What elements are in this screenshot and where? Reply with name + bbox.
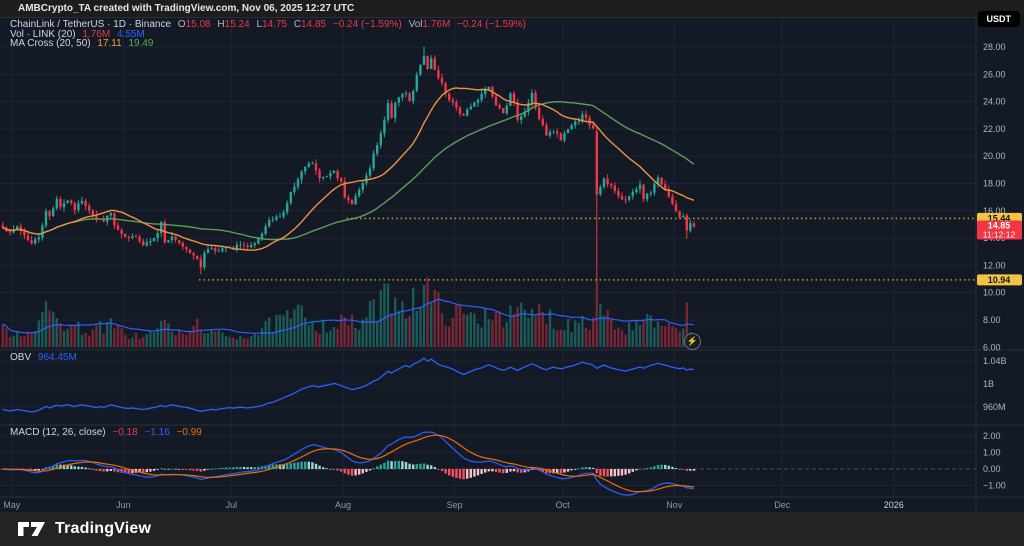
svg-text:0.00: 0.00 <box>983 464 1001 474</box>
svg-text:11:12:12: 11:12:12 <box>983 229 1016 239</box>
price-axis-panel: 28.0026.0024.0022.0020.0018.0016.0014.00… <box>975 17 1024 512</box>
svg-text:Dec: Dec <box>774 500 791 510</box>
volume-ma-line <box>2 298 695 334</box>
svg-text:22.00: 22.00 <box>983 124 1006 134</box>
svg-text:960M: 960M <box>983 402 1006 412</box>
svg-text:26.00: 26.00 <box>983 69 1006 79</box>
horizontal-level-lines <box>199 217 976 281</box>
export-title: AMBCrypto_TA created with TradingView.co… <box>0 0 1024 17</box>
instant-trading-button[interactable]: ⚡ <box>684 333 701 350</box>
time-axis-labels: May Jun Jul Aug Sep Oct Nov Dec 2026 <box>3 500 904 510</box>
svg-text:Aug: Aug <box>335 500 351 510</box>
svg-text:2026: 2026 <box>884 500 904 510</box>
tradingview-brand: TradingView <box>55 520 152 537</box>
volume-bars <box>1 277 696 347</box>
svg-text:10.00: 10.00 <box>983 288 1006 298</box>
svg-text:28.00: 28.00 <box>983 42 1006 52</box>
svg-text:Nov: Nov <box>666 500 683 510</box>
svg-text:Oct: Oct <box>556 500 571 510</box>
svg-text:24.00: 24.00 <box>983 97 1006 107</box>
svg-text:May: May <box>3 500 21 510</box>
svg-text:Jun: Jun <box>116 500 131 510</box>
price-axis[interactable] <box>976 17 1024 497</box>
svg-text:Jul: Jul <box>226 500 238 510</box>
ma-slow-line <box>2 100 695 241</box>
grid-lines <box>0 17 976 497</box>
svg-text:1B: 1B <box>983 379 994 389</box>
svg-text:20.00: 20.00 <box>983 151 1006 161</box>
ma-fast-line <box>2 87 695 251</box>
svg-text:Sep: Sep <box>447 500 463 510</box>
candles <box>1 46 696 280</box>
macd-signal-line <box>2 434 695 493</box>
svg-text:12.00: 12.00 <box>983 260 1006 270</box>
tradingview-logo-icon[interactable] <box>17 518 47 540</box>
svg-text:10.94: 10.94 <box>988 275 1011 285</box>
svg-text:6.00: 6.00 <box>983 342 1001 352</box>
svg-text:−1.00: −1.00 <box>983 481 1006 491</box>
chart-canvas[interactable]: 28.0026.0024.0022.0020.0018.0016.0014.00… <box>0 17 1024 512</box>
currency-toggle-button[interactable]: USDT <box>977 11 1020 27</box>
svg-text:14.85: 14.85 <box>988 220 1011 230</box>
svg-text:16.00: 16.00 <box>983 206 1006 216</box>
svg-text:1.00: 1.00 <box>983 448 1001 458</box>
obv-line <box>2 357 695 413</box>
svg-text:1.04B: 1.04B <box>983 356 1007 366</box>
footer-bar: TradingView <box>0 512 1024 546</box>
svg-text:18.00: 18.00 <box>983 179 1006 189</box>
svg-text:15.44: 15.44 <box>988 214 1011 224</box>
svg-text:2.00: 2.00 <box>983 431 1001 441</box>
time-axis[interactable] <box>0 497 976 512</box>
svg-text:8.00: 8.00 <box>983 315 1001 325</box>
